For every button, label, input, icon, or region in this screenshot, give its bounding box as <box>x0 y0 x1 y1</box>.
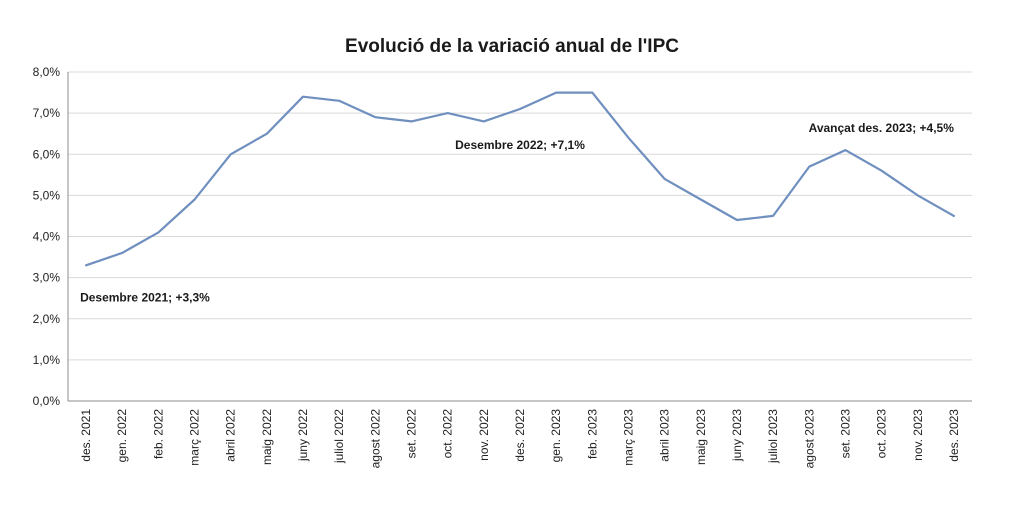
x-tick-label: oct. 2022 <box>441 409 455 459</box>
y-tick-label: 6,0% <box>33 147 61 161</box>
x-tick-label: des. 2021 <box>79 409 93 462</box>
x-tick-label: juliol 2023 <box>766 409 780 464</box>
x-tick-label: agost 2022 <box>368 409 382 469</box>
x-tick-label: feb. 2022 <box>151 409 165 459</box>
y-tick-labels: 0,0% 1,0% 2,0% 3,0% 4,0% 5,0% 6,0% 7,0% 8,0% <box>33 65 61 408</box>
annotation-label: Desembre 2022; +7,1% <box>455 138 585 152</box>
x-tick-label: gen. 2022 <box>115 409 129 463</box>
annotation-label: Avançat des. 2023; +4,5% <box>809 121 955 135</box>
axes <box>67 72 972 402</box>
x-tick-label: feb. 2023 <box>585 409 599 459</box>
x-tick-label: nov. 2023 <box>911 409 925 461</box>
x-tick-label: juny 2023 <box>730 409 744 462</box>
y-tick-label: 0,0% <box>33 394 61 408</box>
x-tick-label: oct. 2023 <box>875 409 889 459</box>
gridlines <box>68 71 972 361</box>
x-tick-labels: des. 2021 gen. 2022 feb. 2022 març 2022 abri… <box>79 409 961 469</box>
x-tick-label: març 2022 <box>188 409 202 466</box>
y-tick-label: 7,0% <box>33 106 61 120</box>
annotations: Desembre 2021; +3,3% Desembre 2022; +7,1%… <box>80 121 954 304</box>
x-tick-label: set. 2023 <box>838 409 852 459</box>
y-tick-label: 3,0% <box>33 271 61 285</box>
y-tick-label: 2,0% <box>33 312 61 326</box>
y-tick-label: 5,0% <box>33 188 61 202</box>
y-tick-label: 8,0% <box>33 65 61 79</box>
annotation-label: Desembre 2021; +3,3% <box>80 290 210 304</box>
y-tick-label: 1,0% <box>33 353 61 367</box>
x-tick-label: juliol 2022 <box>332 409 346 464</box>
x-tick-label: nov. 2022 <box>477 409 491 461</box>
x-tick-label: març 2023 <box>621 409 635 466</box>
x-tick-label: maig 2022 <box>260 409 274 465</box>
x-tick-label: gen. 2023 <box>549 409 563 463</box>
series-line <box>84 91 956 267</box>
y-tick-label: 4,0% <box>33 230 61 244</box>
x-tick-label: set. 2022 <box>405 409 419 459</box>
x-tick-label: agost 2023 <box>802 409 816 469</box>
chart-title: Evolució de la variació anual de l'IPC <box>345 36 679 57</box>
x-tick-label: des. 2022 <box>513 409 527 462</box>
x-tick-label: des. 2023 <box>947 409 961 462</box>
x-tick-label: abril 2023 <box>658 409 672 462</box>
x-tick-label: maig 2023 <box>694 409 708 465</box>
series <box>84 91 956 267</box>
x-tick-label: juny 2022 <box>296 409 310 462</box>
x-tick-label: abril 2022 <box>224 409 238 462</box>
